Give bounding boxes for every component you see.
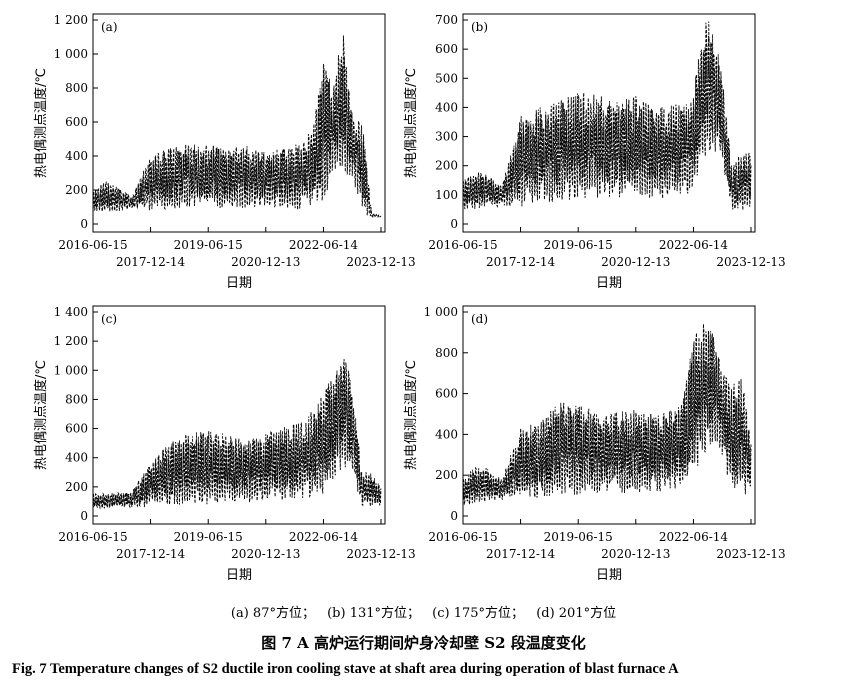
- y-tick-label: 800: [435, 346, 458, 360]
- y-tick-label: 1 400: [54, 305, 88, 319]
- y-tick-label: 500: [435, 71, 458, 85]
- temperature-series-line: [462, 323, 752, 505]
- x-tick-label: 2016-06-15: [428, 530, 497, 544]
- x-tick-label: 2017-12-14: [116, 547, 186, 561]
- x-tick-label: 2022-06-14: [659, 238, 729, 252]
- x-tick-label: 2016-06-15: [58, 238, 127, 252]
- subcaption-d: (d) 201°方位: [536, 606, 617, 621]
- y-tick-label: 300: [435, 130, 458, 144]
- x-tick-label: 2016-06-15: [58, 530, 127, 544]
- y-tick-label: 200: [65, 183, 88, 197]
- chart-panel-a: 0 200 400 600 800 1 000 1 200 2016-06-15 2017-12…: [33, 13, 416, 291]
- y-tick-label: 800: [65, 392, 88, 406]
- x-tick-label: 2022-06-14: [289, 530, 359, 544]
- y-axis-label: 热电偶测点温度/℃: [33, 360, 49, 470]
- y-tick-label: 1 200: [54, 13, 88, 27]
- x-tick-label: 2020-12-13: [231, 547, 300, 561]
- x-axis-label: 日期: [596, 568, 622, 583]
- x-axis-label: 日期: [596, 276, 622, 291]
- x-tick-label: 2017-12-14: [486, 547, 556, 561]
- x-tick-label: 2023-12-13: [716, 547, 785, 561]
- panel-label: (d): [471, 312, 488, 326]
- y-tick-label: 200: [65, 480, 88, 494]
- y-tick-label: 0: [80, 509, 88, 523]
- chart-panel-c: 0 200 400 600 800 1 000 1 200 1 400 2016-06-15 20…: [33, 305, 416, 583]
- x-tick-label: 2019-06-15: [174, 238, 243, 252]
- y-tick-label: 0: [80, 217, 88, 231]
- y-tick-label: 600: [435, 387, 458, 401]
- y-tick-label: 200: [435, 468, 458, 482]
- x-tick-label: 2019-06-15: [544, 238, 613, 252]
- temperature-series-line-secondary: [462, 21, 752, 204]
- y-axis-label: 热电偶测点温度/℃: [403, 68, 419, 178]
- x-tick-label: 2017-12-14: [116, 255, 186, 269]
- plot-frame: [92, 305, 386, 525]
- x-tick-label: 2020-12-13: [601, 255, 670, 269]
- chart-panel-d: 0 200 400 600 800 1 000 2016-06-15 2017-12-14 20…: [403, 305, 786, 583]
- y-tick-label: 400: [65, 451, 88, 465]
- x-tick-label: 2016-06-15: [428, 238, 497, 252]
- subcaption-a: (a) 87°方位；: [230, 606, 315, 621]
- y-axis-label: 热电偶测点温度/℃: [403, 360, 419, 470]
- panel-label: (a): [101, 20, 118, 34]
- y-tick-label: 400: [435, 100, 458, 114]
- x-axis-label: 日期: [226, 568, 252, 583]
- temperature-series-line-secondary: [462, 330, 752, 500]
- figure-caption-cn: 图 7 A 高炉运行期间炉身冷却壁 S2 段温度变化: [261, 634, 586, 652]
- y-tick-label: 400: [65, 149, 88, 163]
- y-tick-label: 200: [435, 159, 458, 173]
- x-tick-label: 2022-06-14: [659, 530, 729, 544]
- y-tick-label: 1 000: [424, 305, 458, 319]
- y-tick-label: 600: [65, 115, 88, 129]
- figure-caption-en: Fig. 7 Temperature changes of S2 ductile…: [12, 661, 679, 677]
- y-tick-label: 1 000: [54, 363, 88, 377]
- panel-label: (c): [101, 312, 117, 326]
- subcaption-b: (b) 131°方位；: [327, 606, 421, 621]
- temperature-series-line: [93, 35, 382, 218]
- x-tick-label: 2023-12-13: [716, 255, 785, 269]
- y-tick-label: 1 000: [54, 47, 88, 61]
- y-tick-label: 0: [450, 217, 458, 231]
- plot-frame: [462, 13, 756, 233]
- y-tick-label: 600: [435, 42, 458, 56]
- temperature-series-line-secondary: [92, 57, 381, 218]
- y-tick-label: 100: [435, 188, 458, 202]
- y-tick-label: 400: [435, 427, 458, 441]
- x-tick-label: 2017-12-14: [486, 255, 556, 269]
- temperature-series-line: [92, 359, 382, 510]
- temperature-series-line-secondary: [92, 366, 382, 508]
- x-tick-label: 2019-06-15: [174, 530, 243, 544]
- y-axis-label: 热电偶测点温度/℃: [33, 68, 49, 178]
- x-tick-label: 2020-12-13: [601, 547, 670, 561]
- chart-panel-b: 0 100 200 300 400 500 600 700 2016-06-15 2017-12-…: [403, 13, 786, 291]
- plot-frame: [462, 305, 756, 525]
- y-tick-label: 700: [435, 13, 458, 27]
- y-tick-label: 0: [450, 509, 458, 523]
- temperature-series-line: [462, 22, 752, 211]
- x-tick-label: 2023-12-13: [346, 547, 415, 561]
- y-tick-label: 800: [65, 81, 88, 95]
- y-tick-label: 1 200: [54, 334, 88, 348]
- x-tick-label: 2022-06-14: [289, 238, 359, 252]
- y-tick-label: 600: [65, 422, 88, 436]
- x-axis-label: 日期: [226, 276, 252, 291]
- subcaption-row: (a) 87°方位； (b) 131°方位； (c) 175°方位； (d) 2…: [0, 602, 847, 621]
- x-tick-label: 2020-12-13: [231, 255, 300, 269]
- x-tick-label: 2023-12-13: [346, 255, 415, 269]
- x-tick-label: 2019-06-15: [544, 530, 613, 544]
- panel-label: (b): [471, 20, 488, 34]
- plot-frame: [92, 13, 386, 233]
- subcaption-c: (c) 175°方位；: [432, 606, 525, 621]
